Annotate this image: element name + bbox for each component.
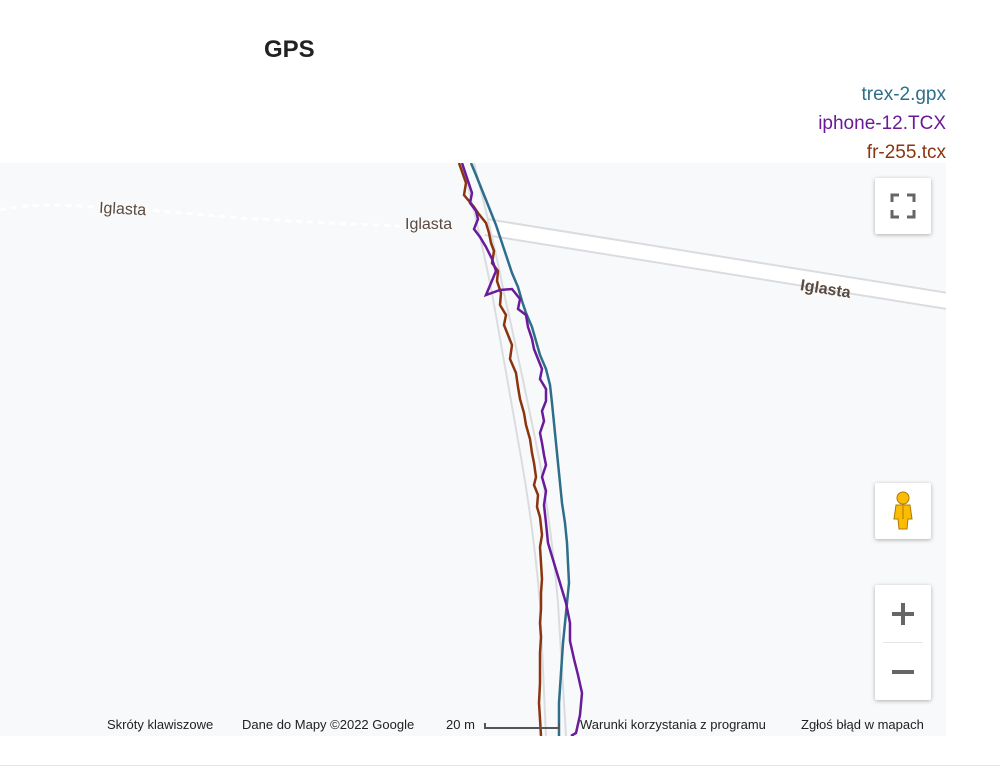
- zoom-in-button[interactable]: [875, 585, 931, 642]
- legend-item-iphone: iphone-12.TCX: [818, 113, 946, 134]
- zoom-control: [875, 585, 931, 700]
- map-footer: Skróty klawiszowe Dane do Mapy ©2022 Goo…: [0, 712, 946, 736]
- fullscreen-button[interactable]: [875, 178, 931, 234]
- road-iglasta-east-fill: [484, 220, 946, 308]
- track-fr255: [457, 163, 544, 736]
- page-title: GPS: [264, 36, 315, 63]
- track-trex: [469, 163, 571, 736]
- terms-link[interactable]: Warunki korzystania z programu: [580, 717, 766, 732]
- legend-item-trex: trex-2.gpx: [861, 84, 946, 105]
- page-divider: [0, 765, 1000, 766]
- plus-icon: [892, 602, 914, 625]
- map-canvas[interactable]: Iglasta Iglasta Iglasta: [0, 163, 946, 736]
- map-data-attribution: Dane do Mapy ©2022 Google: [242, 717, 415, 732]
- track-legend: trex-2.gpx iphone-12.TCX fr-255.tcx: [818, 80, 946, 167]
- street-label-iglasta-center: Iglasta: [405, 216, 453, 233]
- track-iphone: [460, 163, 584, 736]
- keyboard-shortcuts-link[interactable]: Skróty klawiszowe: [107, 717, 214, 732]
- map-base-layer: [0, 163, 946, 736]
- scale-bar: [484, 723, 560, 729]
- zoom-out-button[interactable]: [875, 643, 931, 700]
- street-view-button[interactable]: [875, 483, 931, 539]
- scale-label[interactable]: 20 m: [446, 717, 475, 732]
- minus-icon: [892, 669, 914, 674]
- zoom-divider: [883, 642, 923, 643]
- fullscreen-icon: [890, 193, 916, 219]
- pegman-icon: [893, 491, 913, 530]
- road-vertical-2: [473, 163, 567, 736]
- legend-item-fr255: fr-255.tcx: [866, 142, 946, 163]
- report-error-link[interactable]: Zgłoś błąd w mapach: [801, 717, 924, 732]
- dashed-path: [0, 203, 401, 228]
- street-label-iglasta-west: Iglasta: [98, 199, 147, 220]
